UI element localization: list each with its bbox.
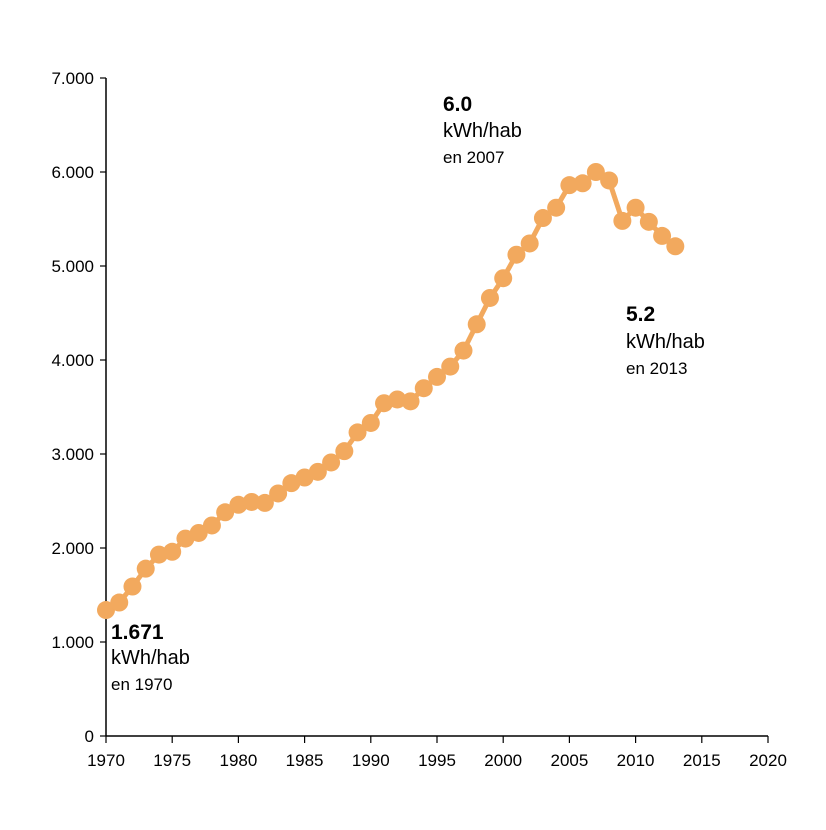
axes: 0 1.000 2.000 3.000 4.000 5.000 6.000 7.000 1970… (51, 69, 786, 770)
data-point (533, 209, 552, 228)
annotation-1970-unit: kWh/hab (111, 647, 190, 669)
data-point (428, 367, 446, 386)
annotation-2007-year: en 2007 (443, 148, 504, 167)
data-point (653, 226, 672, 245)
data-point (613, 211, 632, 230)
data-point (560, 176, 579, 195)
data-point (467, 315, 486, 334)
y-tick-label: 0 (85, 727, 94, 746)
data-point (123, 577, 142, 596)
data-point (454, 341, 473, 360)
data-point (189, 523, 208, 542)
y-tick-label: 2.000 (51, 539, 94, 558)
x-tick-label: 2005 (550, 751, 588, 770)
annotation-1970: 1.671 kWh/hab en 1970 (111, 621, 190, 694)
y-tick-label: 5.000 (51, 257, 94, 276)
data-point (242, 492, 261, 511)
x-tick-label: 1970 (87, 751, 125, 770)
x-tick-label: 1990 (352, 751, 390, 770)
data-point (507, 245, 526, 264)
x-tick-label: 1985 (286, 751, 324, 770)
data-point (388, 390, 407, 409)
x-tick-label: 1980 (219, 751, 257, 770)
annotation-2013: 5.2 kWh/hab en 2013 (626, 303, 705, 378)
annotation-2013-year: en 2013 (626, 359, 687, 378)
data-point (639, 212, 658, 231)
data-point (600, 171, 619, 190)
x-tick-label: 2015 (683, 751, 721, 770)
data-point (348, 423, 367, 442)
annotation-2013-unit: kWh/hab (626, 331, 705, 353)
data-point (494, 269, 513, 288)
data-point (361, 413, 380, 432)
x-tick-label: 2000 (484, 751, 522, 770)
data-point (480, 288, 499, 307)
data-point (216, 503, 235, 522)
x-tick-label: 2020 (749, 751, 787, 770)
data-point (626, 198, 645, 217)
data-point (401, 392, 420, 411)
annotation-2007-value: 6.0 (443, 93, 472, 116)
y-tick-label: 4.000 (51, 351, 94, 370)
data-point (308, 462, 327, 481)
x-tick-label: 1975 (153, 751, 191, 770)
data-point (322, 453, 341, 472)
data-point (441, 357, 460, 376)
data-point (163, 542, 182, 561)
data-point (586, 163, 605, 181)
data-point (520, 234, 539, 253)
data-point (269, 484, 288, 503)
data-point (573, 174, 592, 193)
data-point (136, 559, 155, 578)
series-consumption (97, 163, 685, 620)
data-point (335, 442, 354, 461)
x-tick-label: 2010 (617, 751, 655, 770)
y-tick-label: 1.000 (51, 633, 94, 652)
y-tick-label: 6.000 (51, 163, 94, 182)
data-point (255, 493, 274, 512)
data-point (414, 379, 433, 398)
data-point (666, 237, 685, 256)
data-point (110, 593, 129, 612)
data-point (202, 516, 221, 535)
annotation-2007-unit: kWh/hab (443, 120, 522, 142)
data-point (97, 601, 115, 620)
annotation-1970-year: en 1970 (111, 675, 172, 694)
annotation-1970-value: 1.671 (111, 621, 164, 644)
annotation-2007: 6.0 kWh/hab en 2007 (443, 93, 522, 167)
data-point (547, 198, 566, 217)
y-tick-label: 3.000 (51, 445, 94, 464)
annotation-2013-value: 5.2 (626, 303, 655, 326)
x-tick-label: 1995 (418, 751, 456, 770)
y-tick-label: 7.000 (51, 69, 94, 88)
